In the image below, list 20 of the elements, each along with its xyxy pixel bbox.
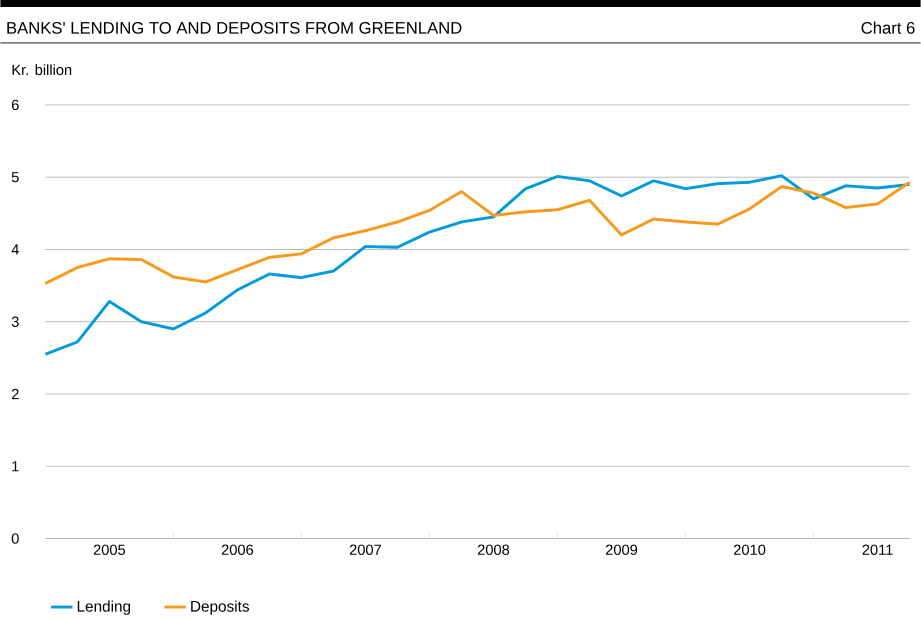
x-tick-label: 2008 (478, 544, 510, 555)
x-tick-label: 2009 (606, 544, 638, 555)
y-tick-label: 2 (12, 388, 19, 400)
legend-label: Deposits (191, 600, 249, 615)
y-tick-label: 5 (12, 172, 19, 182)
chart-title: BANKS' LENDING TO AND DEPOSITS FROM GREENLAND (7, 22, 462, 34)
x-tick-label: 2007 (350, 544, 382, 555)
y-tick-label: 6 (12, 100, 19, 110)
x-tick-label: 2005 (94, 544, 126, 555)
caption: Chart 6 (862, 22, 915, 34)
y-tick-label: 4 (12, 244, 19, 255)
y-axis-title: Kr. billion (12, 64, 72, 76)
legend-label: Lending (78, 600, 130, 615)
x-tick-label: 2011 (862, 544, 893, 555)
x-tick-label: 2010 (734, 544, 766, 555)
y-tick-label: 0 (12, 533, 19, 544)
x-tick-label: 2006 (222, 544, 254, 555)
y-tick-label: 1 (12, 461, 19, 472)
line-series (44, 174, 912, 356)
y-tick-label: 3 (12, 316, 19, 327)
